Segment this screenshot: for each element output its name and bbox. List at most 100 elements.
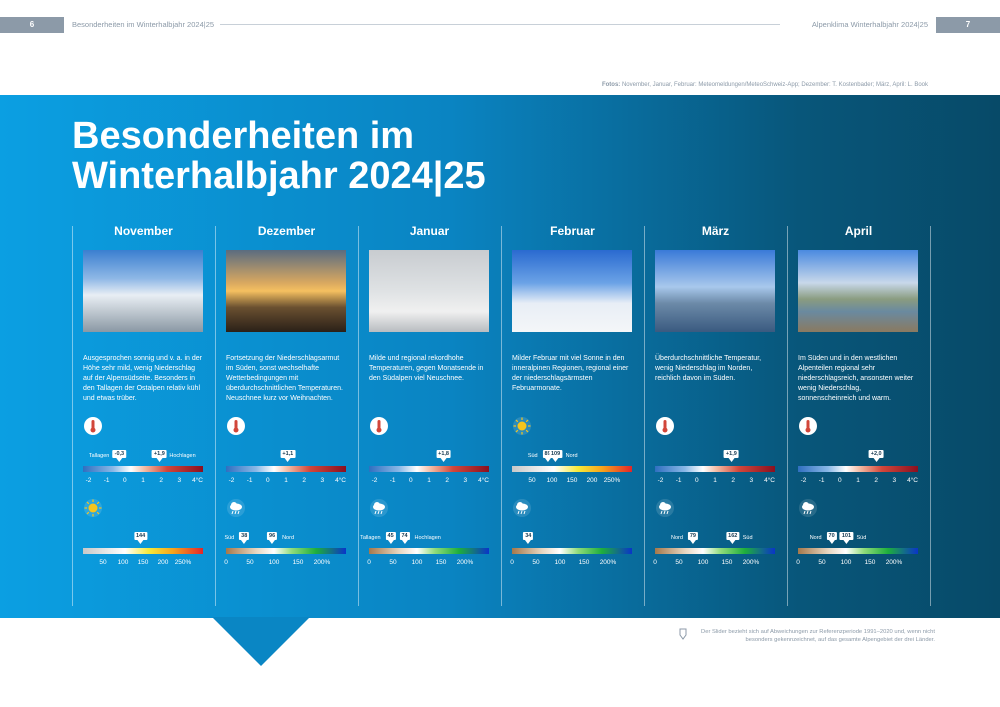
panel — [0, 95, 1000, 618]
marker: 144 — [134, 532, 148, 544]
credits-label: Fotos: — [601, 82, 621, 88]
scale-bar — [83, 466, 203, 472]
month-name: April — [844, 224, 873, 238]
scale-tick-label: 150 — [292, 559, 304, 566]
scale-tick-label: 0 — [695, 477, 699, 484]
footnote: Der Slider bezieht sich auf Abweichungen… — [701, 629, 935, 643]
scale-bar — [369, 548, 489, 554]
marker-label: +1,8 — [438, 451, 449, 457]
scale-bar — [655, 548, 775, 554]
icon — [513, 499, 531, 517]
scale-tick-label: 100 — [411, 559, 423, 566]
scale-tick-label: -2 — [371, 477, 378, 484]
icon — [227, 417, 245, 435]
scale-tick-label: 0 — [266, 477, 270, 484]
scale-tick-label: 200% — [742, 559, 760, 566]
marker: +1,9 — [723, 450, 739, 462]
scale-tick-label: 50 — [532, 559, 540, 566]
marker-side-label: Süd — [856, 535, 867, 541]
marker: 96 — [267, 532, 278, 544]
scale-tick-label: 1 — [141, 477, 145, 484]
month-name: Februar — [550, 224, 595, 238]
scale-tick-label: -1 — [675, 477, 682, 484]
marker-label: 45 — [387, 533, 394, 539]
column-divider — [215, 226, 216, 606]
icon — [84, 499, 102, 517]
marker: +2,0 — [868, 450, 884, 462]
scale-tick-label: 50 — [528, 477, 536, 484]
scale-tick-label: 3 — [463, 477, 468, 484]
marker-side-label: Süd — [224, 535, 235, 541]
icon — [513, 417, 531, 435]
photo — [512, 250, 632, 332]
scale-tick-label: 200% — [313, 559, 331, 566]
scale-tick-label: 1 — [713, 477, 717, 484]
indicator-icon — [369, 416, 389, 436]
running-title: Besonderheiten im Winterhalbjahr 2024|25 — [72, 20, 215, 29]
marker: 79 — [687, 532, 698, 544]
marker: 109 — [549, 450, 563, 462]
indicator-icon — [369, 498, 389, 518]
icon — [799, 417, 817, 435]
panel-pointer — [212, 617, 310, 666]
page-number: 7 — [936, 17, 1000, 33]
scale-tick-label: 200% — [456, 559, 474, 566]
marker-label: 79 — [689, 533, 696, 539]
scale-tick-label: 50 — [99, 559, 107, 566]
scale-tick-label: 1 — [856, 477, 860, 484]
month-text: Überdurchschnittliche Temperatur, wenig … — [655, 355, 762, 382]
scale-tick-label: 3 — [177, 477, 182, 484]
marker: +1,1 — [280, 450, 296, 462]
scale-tick-label: 2 — [731, 477, 735, 484]
scale-tick-label: 50 — [675, 559, 683, 566]
column-divider — [358, 226, 359, 606]
scale-tick-label: 4°C — [192, 477, 203, 484]
scale-tick-label: 4°C — [478, 477, 489, 484]
scale-tick-label: -2 — [85, 477, 92, 484]
column-divider — [930, 226, 931, 606]
marker: 45 — [385, 532, 396, 544]
scale-bar — [512, 548, 632, 554]
marker: 70 — [826, 532, 837, 544]
scale-bar — [798, 548, 918, 554]
scale-bar — [798, 466, 918, 472]
scale-tick-label: 50 — [246, 559, 254, 566]
scale-tick-label: 50 — [818, 559, 826, 566]
column-divider — [501, 226, 502, 606]
scale-tick-label: 0 — [123, 477, 127, 484]
indicator-icon — [655, 416, 675, 436]
scale-tick-label: 4°C — [907, 477, 918, 484]
marker-label: 109 — [551, 451, 561, 457]
scale-tick-label: 0 — [510, 559, 514, 566]
indicator-icon — [798, 498, 818, 518]
scale-tick-label: 200 — [157, 559, 169, 566]
photo-credits: Fotos: November, Januar, Februar: Meteom… — [602, 82, 928, 88]
scale-tick-label: 2 — [874, 477, 878, 484]
scale-tick-label: 3 — [320, 477, 325, 484]
marker: 89 — [542, 450, 553, 462]
scale-tick-label: 150 — [721, 559, 733, 566]
month-text: Milde und regional rekordhohe Temperatur… — [369, 355, 484, 382]
indicator-icon — [512, 416, 532, 436]
marker-label: 144 — [136, 533, 146, 539]
scale-tick-label: 100 — [268, 559, 280, 566]
marker-label: +1,9 — [153, 451, 165, 457]
photo — [83, 250, 203, 332]
marker-side-label: Süd — [527, 453, 538, 459]
title-line: Besonderheiten im — [72, 115, 415, 157]
slider-icon — [679, 628, 687, 640]
scale-tick-label: 150 — [137, 559, 149, 566]
scale-bar — [655, 466, 775, 472]
scale-tick-label: 2 — [159, 477, 163, 484]
scale-tick-label: 200% — [885, 559, 903, 566]
icon — [799, 499, 817, 517]
scale-tick-label: 2 — [302, 477, 306, 484]
scale-tick-label: -1 — [103, 477, 110, 484]
indicator-icon — [798, 416, 818, 436]
icon — [84, 417, 102, 435]
scale-tick-label: 0 — [367, 559, 371, 566]
marker: 162 — [726, 532, 740, 544]
scale-tick-label: 50 — [389, 559, 397, 566]
marker-side-label: Nord — [282, 535, 294, 541]
scale-tick-label: 4°C — [764, 477, 775, 484]
